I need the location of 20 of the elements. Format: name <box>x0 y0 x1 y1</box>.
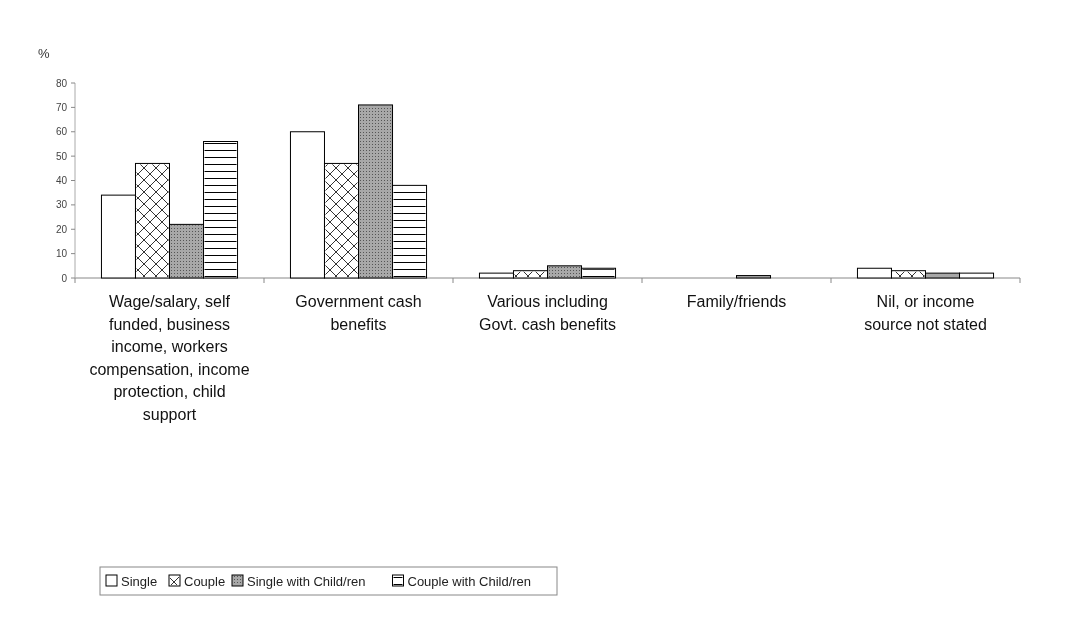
y-tick-label: 20 <box>55 223 68 235</box>
x-tick-label: Various including Govt. cash benefits <box>479 293 616 333</box>
y-tick-label: 10 <box>55 248 68 260</box>
y-tick-label: 60 <box>55 126 68 138</box>
y-tick-label: 0 <box>61 272 68 284</box>
x-tick-label: Government cash benefits <box>295 293 422 333</box>
x-tick-label: Wage/salary, self funded, business income, workers compensation, income protection, child support <box>89 293 250 423</box>
bar <box>736 275 772 279</box>
y-tick-label: 80 <box>55 77 68 89</box>
legend-label: Couple with Child/ren <box>407 573 532 589</box>
y-tick-label: 40 <box>55 175 68 186</box>
legend-label: Single <box>121 573 158 589</box>
x-tick-label: Family/friends <box>686 293 787 310</box>
y-tick-label: 50 <box>55 150 68 162</box>
y-tick-label: 70 <box>55 101 68 113</box>
x-tick-label: Nil, or income source not stated <box>864 293 987 333</box>
legend-label: Single with Child/ren <box>247 573 366 589</box>
legend-label: Couple <box>184 573 226 589</box>
y-tick-label: 30 <box>55 199 68 211</box>
y-axis-title: % <box>38 46 50 61</box>
